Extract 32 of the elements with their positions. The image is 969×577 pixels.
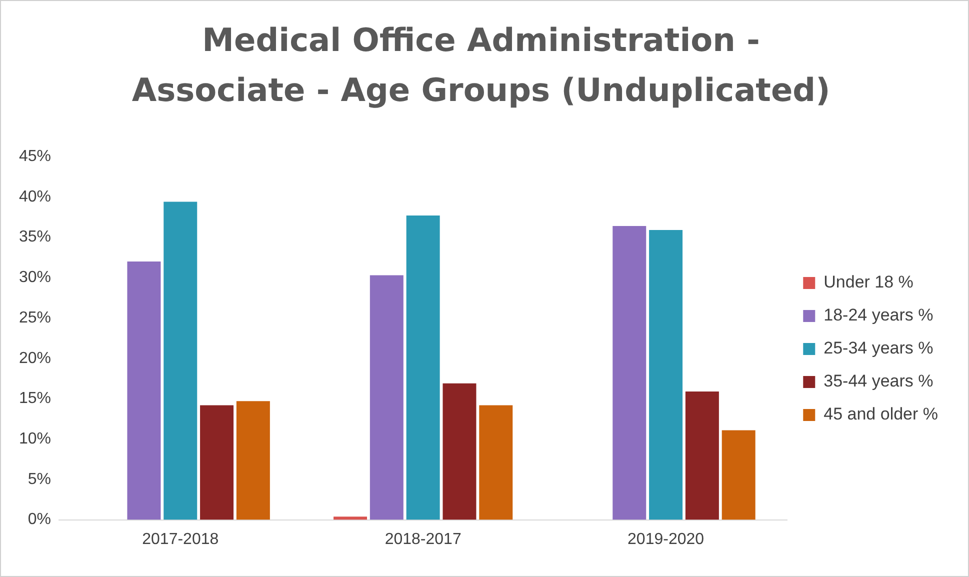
bar: [649, 230, 683, 520]
y-tick-label: 5%: [28, 470, 52, 488]
x-tick-label: 2017-2018: [142, 530, 219, 548]
y-tick-label: 10%: [18, 430, 52, 448]
bar: [722, 430, 756, 520]
y-tick-label: 35%: [18, 228, 52, 246]
y-tick-label: 0%: [28, 511, 52, 528]
bar: [370, 275, 404, 520]
bar: [479, 405, 513, 520]
legend-label: Under 18 %: [824, 272, 914, 292]
legend-label: 25-34 years %: [824, 338, 934, 358]
bar: [685, 391, 719, 520]
y-tick-label: 40%: [18, 188, 52, 206]
x-tick-label: 2019-2020: [628, 530, 704, 548]
y-tick-label: 25%: [18, 309, 52, 326]
bar: [334, 516, 368, 520]
y-tick-label: 45%: [18, 148, 52, 166]
bar: [236, 401, 270, 520]
legend-label: 45 and older %: [824, 404, 938, 424]
y-tick-label: 20%: [18, 350, 52, 367]
y-tick-label: 30%: [18, 269, 52, 286]
bar: [164, 202, 198, 520]
bar: [442, 383, 476, 520]
x-tick-label: 2018-2017: [384, 530, 462, 548]
bar: [406, 216, 440, 520]
bar: [612, 226, 646, 520]
y-tick-label: 15%: [18, 390, 52, 408]
legend-label: 18-24 years %: [824, 306, 934, 325]
legend-label: 35-44 years %: [824, 372, 934, 391]
bar: [127, 262, 161, 520]
bar: [200, 405, 234, 520]
chart-title: Medical Office Administration - Associate - Age Groups (Unduplicated): [130, 20, 832, 111]
